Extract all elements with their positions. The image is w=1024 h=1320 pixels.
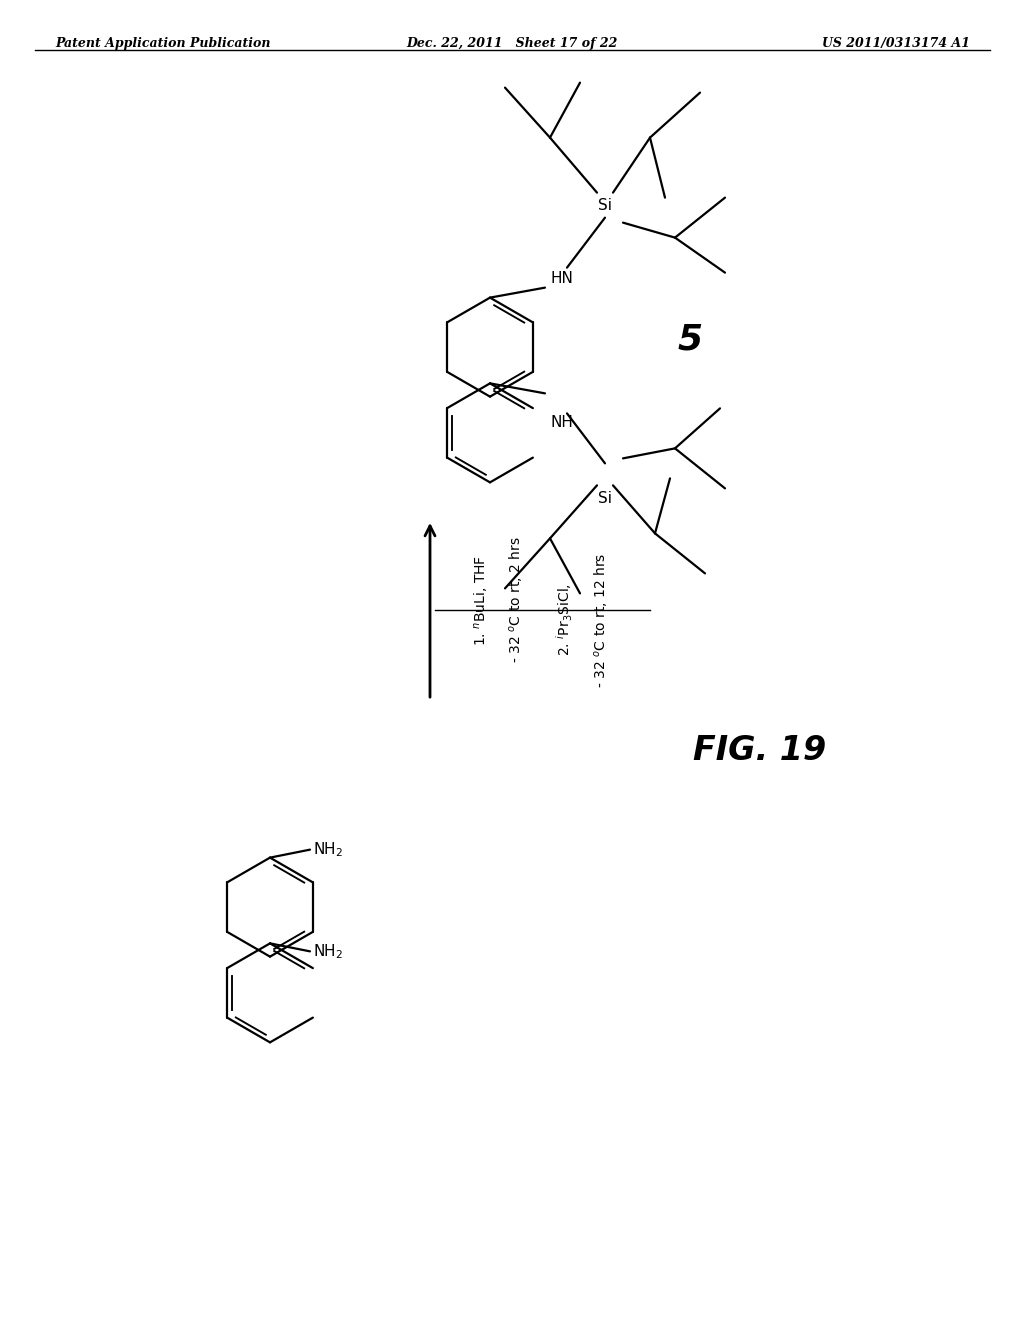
Text: 1. $^n$BuLi, THF: 1. $^n$BuLi, THF [472,554,490,645]
Text: Dec. 22, 2011   Sheet 17 of 22: Dec. 22, 2011 Sheet 17 of 22 [407,37,617,50]
Text: HN: HN [550,271,572,285]
Text: FIG. 19: FIG. 19 [693,734,826,767]
Text: US 2011/0313174 A1: US 2011/0313174 A1 [822,37,970,50]
Text: 2. $^i$Pr$_3$SiCl,: 2. $^i$Pr$_3$SiCl, [555,583,575,656]
Text: Patent Application Publication: Patent Application Publication [55,37,270,50]
Text: Si: Si [598,198,612,213]
Text: NH$_2$: NH$_2$ [313,841,343,859]
Text: - 32 $^o$C to rt, 2 hrs: - 32 $^o$C to rt, 2 hrs [507,537,525,664]
Text: NH$_2$: NH$_2$ [313,942,343,961]
Text: NH: NH [550,416,572,430]
Text: Si: Si [598,491,612,507]
Text: 5: 5 [678,323,702,356]
Text: - 32 $^o$C to rt, 12 hrs: - 32 $^o$C to rt, 12 hrs [592,552,610,688]
